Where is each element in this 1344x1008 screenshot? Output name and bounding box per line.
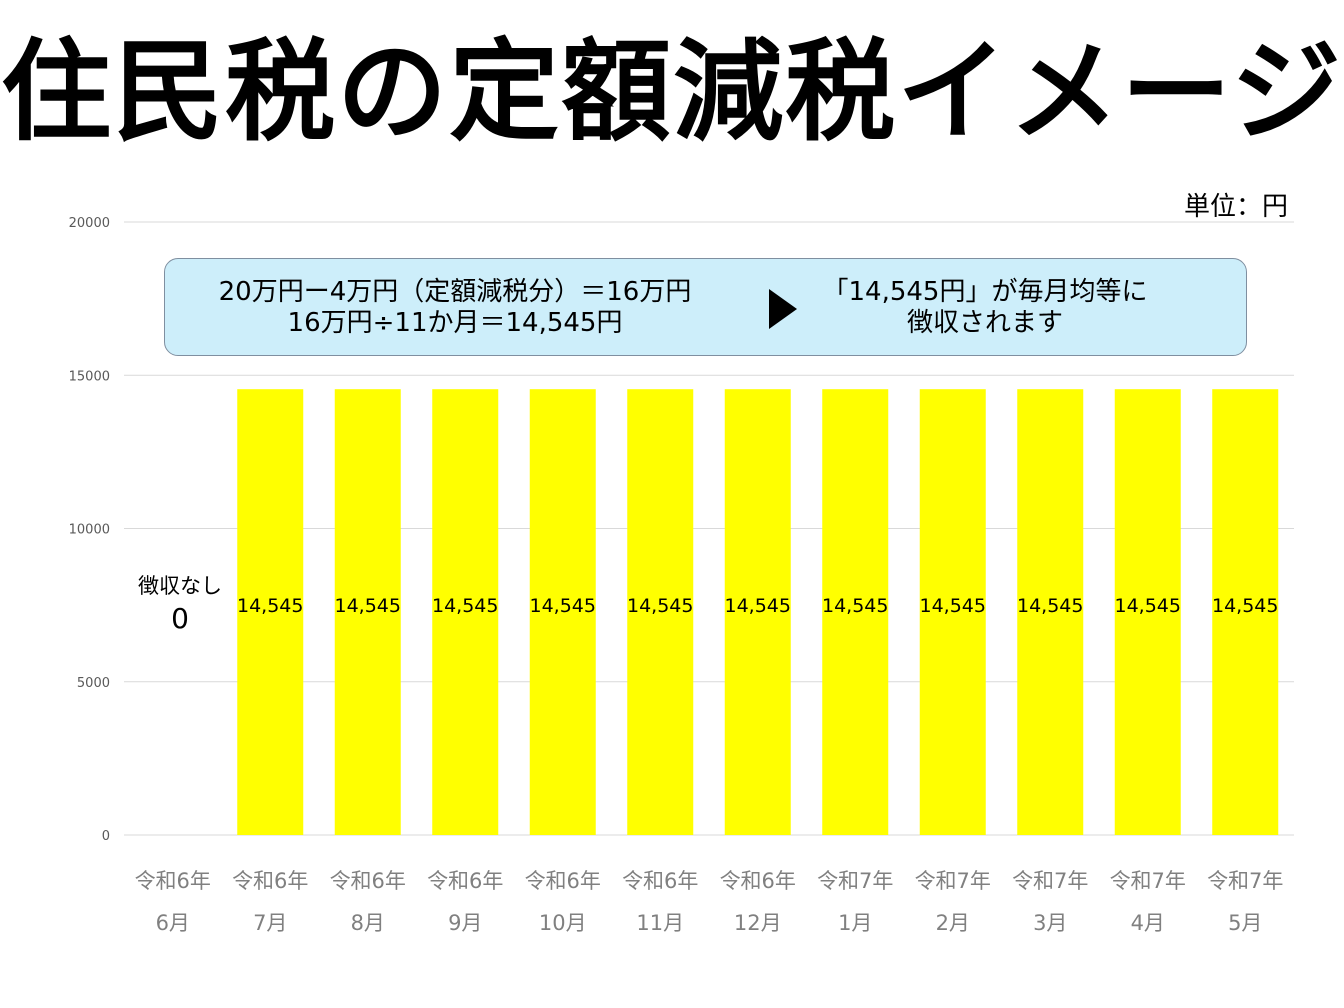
no-collection-label: 徴収なし: [138, 574, 222, 598]
x-tick-label-year: 令和6年: [135, 869, 211, 893]
x-tick-label-month: 7月: [253, 911, 287, 935]
x-tick-label-year: 令和6年: [330, 869, 406, 893]
bar: [919, 389, 986, 835]
data-label: 14,545: [237, 595, 303, 617]
x-tick-label-year: 令和7年: [1110, 869, 1186, 893]
x-tick-label-year: 令和7年: [817, 869, 893, 893]
x-tick-label-year: 令和7年: [1012, 869, 1088, 893]
page-title: 住民税の定額減税イメージ: [1, 28, 1343, 156]
x-tick-label-month: 10月: [539, 911, 587, 935]
x-tick-label-year: 令和6年: [232, 869, 308, 893]
x-tick-label-month: 4月: [1131, 911, 1165, 935]
calculation-callout: 20万円ー4万円（定額減税分）＝16万円 16万円÷11か月＝14,545円 「…: [164, 258, 1247, 356]
bar: [724, 389, 791, 835]
x-tick-label-month: 9月: [448, 911, 482, 935]
data-label: 14,545: [335, 595, 401, 617]
x-tick-label-month: 8月: [351, 911, 385, 935]
y-tick-label: 0: [102, 829, 110, 844]
x-tick-label-month: 5月: [1228, 911, 1262, 935]
y-tick-label: 20000: [69, 216, 110, 231]
bar: [822, 389, 889, 835]
data-label: 14,545: [530, 595, 596, 617]
bar: [529, 389, 596, 835]
data-label: 14,545: [920, 595, 986, 617]
x-tick-label-year: 令和6年: [525, 869, 601, 893]
calculation-line-2: 16万円÷11か月＝14,545円: [287, 308, 623, 338]
x-tick-label-month: 1月: [838, 911, 872, 935]
y-tick-label: 5000: [77, 676, 110, 691]
x-tick-label-month: 6月: [156, 911, 190, 935]
data-label: 14,545: [1115, 595, 1181, 617]
bar: [237, 389, 304, 835]
triangle-right-icon: [769, 289, 797, 329]
bar: [1114, 389, 1181, 835]
x-tick-label-year: 令和7年: [915, 869, 991, 893]
data-label: 14,545: [822, 595, 888, 617]
result-line-2: 徴収されます: [906, 308, 1063, 338]
bar: [1212, 389, 1279, 835]
bar: [334, 389, 401, 835]
data-label: 14,545: [725, 595, 791, 617]
y-tick-label: 15000: [69, 369, 110, 384]
calculation-line-1: 20万円ー4万円（定額減税分）＝16万円: [218, 277, 692, 307]
x-tick-label-month: 3月: [1033, 911, 1067, 935]
bar: [1017, 389, 1084, 835]
data-label: 14,545: [1212, 595, 1278, 617]
result-line-1: 「14,545円」が毎月均等に: [822, 277, 1148, 307]
x-tick-label-year: 令和7年: [1207, 869, 1283, 893]
calculation-text: 20万円ー4万円（定額減税分）＝16万円 16万円÷11か月＝14,545円: [165, 277, 745, 339]
x-tick-label-month: 11月: [636, 911, 684, 935]
y-tick-label: 10000: [69, 523, 110, 538]
zero-value-label: 0: [171, 602, 189, 635]
bar: [627, 389, 694, 835]
result-text: 「14,545円」が毎月均等に 徴収されます: [805, 277, 1165, 339]
x-tick-label-year: 令和6年: [720, 869, 796, 893]
unit-label: 単位：円: [1183, 192, 1288, 222]
data-label: 14,545: [627, 595, 693, 617]
x-tick-label-month: 2月: [936, 911, 970, 935]
data-label: 14,545: [432, 595, 498, 617]
data-label: 14,545: [1017, 595, 1083, 617]
x-tick-label-year: 令和6年: [622, 869, 698, 893]
bar: [432, 389, 499, 835]
x-tick-label-month: 12月: [734, 911, 782, 935]
x-tick-label-year: 令和6年: [427, 869, 503, 893]
